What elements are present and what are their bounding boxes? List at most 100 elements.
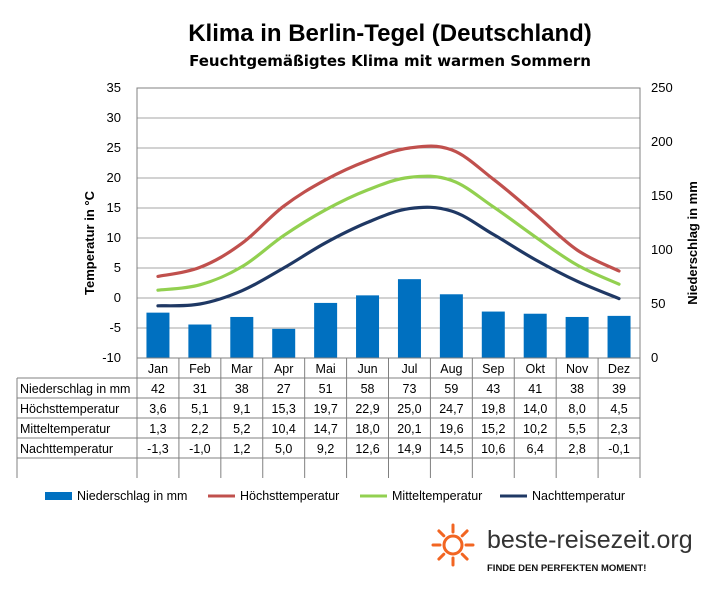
right-tick-label: 200 bbox=[651, 134, 673, 149]
table-cell: 5,2 bbox=[233, 422, 250, 436]
right-axis-label: Niederschlag in mm bbox=[685, 181, 700, 305]
table-cell: 5,0 bbox=[275, 442, 292, 456]
left-tick-label: 35 bbox=[107, 80, 121, 95]
chart-subtitle: Feuchtgemäßigtes Klima mit warmen Sommer… bbox=[189, 52, 591, 70]
table-cell: 22,9 bbox=[355, 402, 379, 416]
table-cell: 39 bbox=[612, 382, 626, 396]
table-cell: 24,7 bbox=[439, 402, 463, 416]
precipitation-bar-jan bbox=[146, 312, 170, 358]
table-cell: 14,9 bbox=[397, 442, 421, 456]
month-label: Okt bbox=[525, 362, 545, 376]
left-tick-label: -5 bbox=[109, 320, 121, 335]
right-tick-label: 0 bbox=[651, 350, 658, 365]
month-label: Feb bbox=[189, 362, 211, 376]
table-cell: 2,8 bbox=[568, 442, 585, 456]
sun-disc bbox=[442, 534, 464, 556]
table-cell: 42 bbox=[151, 382, 165, 396]
table-cell: 43 bbox=[486, 382, 500, 396]
table-cell: 15,3 bbox=[272, 402, 296, 416]
table-cell: 1,2 bbox=[233, 442, 250, 456]
table-cell: 14,5 bbox=[439, 442, 463, 456]
legend-label: Nachttemperatur bbox=[532, 489, 625, 503]
low-temperature-line bbox=[156, 205, 621, 308]
sun-ray bbox=[460, 552, 469, 561]
legend-label: Höchsttemperatur bbox=[240, 489, 339, 503]
table-cell: 38 bbox=[570, 382, 584, 396]
precipitation-bar-dez bbox=[607, 315, 631, 358]
month-label: Apr bbox=[274, 362, 293, 376]
left-tick-label: 0 bbox=[114, 290, 121, 305]
legend-label-precipitation: Niederschlag in mm bbox=[77, 489, 187, 503]
table-cell: -1,0 bbox=[189, 442, 211, 456]
legend: Niederschlag in mm Höchsttemperatur Mittel… bbox=[45, 489, 625, 503]
table-cell: 5,5 bbox=[568, 422, 585, 436]
high-temperature-line bbox=[156, 144, 621, 278]
precipitation-bar-nov bbox=[565, 316, 589, 358]
table-cell: 5,1 bbox=[191, 402, 208, 416]
data-table: Jan Feb Mar Apr Mai Jun Jul Aug Sep Okt Nov Dez Nied… bbox=[16, 358, 641, 478]
precipitation-bars bbox=[146, 279, 631, 358]
left-axis-ticks: -10 -5 0 5 10 15 20 25 30 35 bbox=[102, 80, 121, 365]
left-tick-label: 20 bbox=[107, 170, 121, 185]
table-cell: 10,2 bbox=[523, 422, 547, 436]
table-cell: 10,6 bbox=[481, 442, 505, 456]
month-label: Jun bbox=[357, 362, 377, 376]
table-row-label: Höchsttemperatur bbox=[20, 402, 119, 416]
gridlines bbox=[137, 87, 640, 359]
table-cell: 59 bbox=[444, 382, 458, 396]
precipitation-bar-sep bbox=[481, 311, 505, 358]
right-axis-ticks: 0 50 100 150 200 250 bbox=[651, 80, 673, 365]
left-tick-label: 5 bbox=[114, 260, 121, 275]
sun-icon bbox=[431, 523, 475, 567]
left-tick-label: -10 bbox=[102, 350, 121, 365]
table-cell: 12,6 bbox=[355, 442, 379, 456]
precipitation-bar-apr bbox=[272, 328, 296, 358]
table-cell: 10,4 bbox=[272, 422, 296, 436]
precipitation-bar-mar bbox=[230, 316, 254, 358]
plot-area bbox=[136, 87, 641, 359]
table-cell: 14,7 bbox=[313, 422, 337, 436]
table-row-label: Mitteltemperatur bbox=[20, 422, 110, 436]
table-cell: 4,5 bbox=[610, 402, 627, 416]
left-axis-label: Temperatur in °C bbox=[82, 190, 97, 295]
table-cell: 19,7 bbox=[313, 402, 337, 416]
precipitation-bar-mai bbox=[314, 302, 338, 358]
table-cell: 25,0 bbox=[397, 402, 421, 416]
table-cell: 51 bbox=[319, 382, 333, 396]
sun-ray bbox=[460, 529, 469, 538]
table-cell: 6,4 bbox=[527, 442, 544, 456]
chart-title: Klima in Berlin-Tegel (Deutschland) bbox=[188, 20, 592, 47]
month-label: Mar bbox=[231, 362, 253, 376]
table-cell: 19,8 bbox=[481, 402, 505, 416]
table-cell: 15,2 bbox=[481, 422, 505, 436]
table-cell: 41 bbox=[528, 382, 542, 396]
table-cell: 31 bbox=[193, 382, 207, 396]
table-cell: 2,2 bbox=[191, 422, 208, 436]
table-cell: 9,1 bbox=[233, 402, 250, 416]
table-cell: 8,0 bbox=[568, 402, 585, 416]
precipitation-bar-feb bbox=[188, 324, 212, 358]
sun-ray bbox=[437, 529, 446, 538]
table-cell: 20,1 bbox=[397, 422, 421, 436]
left-tick-label: 15 bbox=[107, 200, 121, 215]
left-tick-label: 30 bbox=[107, 110, 121, 125]
legend-label: Mitteltemperatur bbox=[392, 489, 482, 503]
brand-logo: beste-reisezeit.org FINDE DEN PERFEKTEN … bbox=[431, 523, 693, 574]
table-cell: -0,1 bbox=[608, 442, 630, 456]
table-cell: 3,6 bbox=[149, 402, 166, 416]
table-cell: 38 bbox=[235, 382, 249, 396]
temperature-lines bbox=[156, 144, 621, 308]
table-cell: 9,2 bbox=[317, 442, 334, 456]
left-tick-label: 10 bbox=[107, 230, 121, 245]
table-cell: 18,0 bbox=[355, 422, 379, 436]
legend-swatch-precipitation bbox=[45, 492, 72, 500]
sun-ray bbox=[437, 552, 446, 561]
table-cell: 14,0 bbox=[523, 402, 547, 416]
table-row-label: Niederschlag in mm bbox=[20, 382, 130, 396]
month-label: Aug bbox=[440, 362, 462, 376]
table-cell: 2,3 bbox=[610, 422, 627, 436]
month-label: Jan bbox=[148, 362, 168, 376]
table-cell: -1,3 bbox=[147, 442, 169, 456]
month-label: Mai bbox=[316, 362, 336, 376]
